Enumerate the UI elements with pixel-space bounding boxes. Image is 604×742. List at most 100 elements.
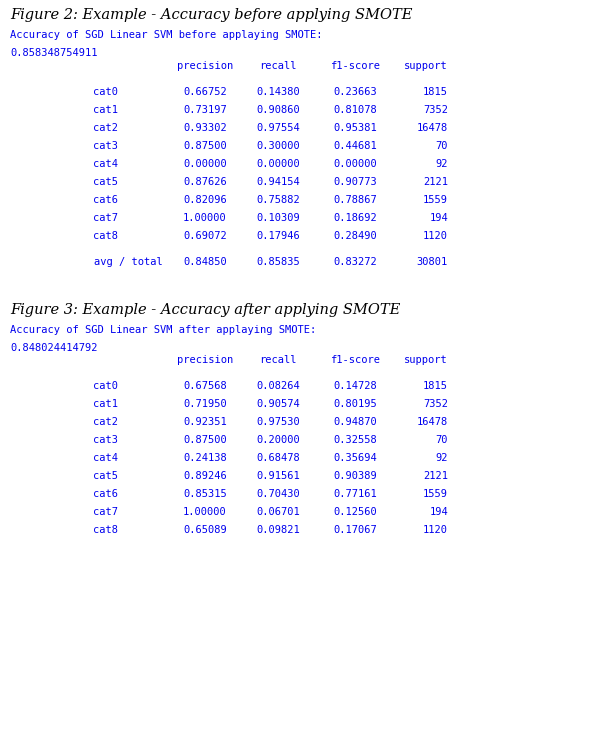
Text: 0.97554: 0.97554	[256, 122, 300, 133]
Text: 0.12560: 0.12560	[333, 508, 377, 517]
Text: 0.85315: 0.85315	[183, 489, 227, 499]
Text: 0.84850: 0.84850	[183, 257, 227, 266]
Text: 0.87500: 0.87500	[183, 140, 227, 151]
Text: 0.69072: 0.69072	[183, 231, 227, 240]
Text: 0.09821: 0.09821	[256, 525, 300, 535]
Text: Figure 3: Example - Accuracy after applying SMOTE: Figure 3: Example - Accuracy after apply…	[10, 303, 400, 317]
Text: 0.20000: 0.20000	[256, 436, 300, 445]
Text: 1120: 1120	[423, 525, 448, 535]
Text: 0.17067: 0.17067	[333, 525, 377, 535]
Text: 2121: 2121	[423, 471, 448, 482]
Text: 0.87626: 0.87626	[183, 177, 227, 186]
Text: 92: 92	[435, 159, 448, 168]
Text: 0.94154: 0.94154	[256, 177, 300, 186]
Text: precision: precision	[177, 61, 233, 70]
Text: Figure 2: Example - Accuracy before applying SMOTE: Figure 2: Example - Accuracy before appl…	[10, 8, 413, 22]
Text: cat4: cat4	[93, 453, 118, 463]
Text: 1559: 1559	[423, 489, 448, 499]
Text: 0.00000: 0.00000	[256, 159, 300, 168]
Text: 0.85835: 0.85835	[256, 257, 300, 266]
Text: 0.83272: 0.83272	[333, 257, 377, 266]
Text: 0.68478: 0.68478	[256, 453, 300, 463]
Text: 7352: 7352	[423, 105, 448, 114]
Text: 0.18692: 0.18692	[333, 213, 377, 223]
Text: 0.71950: 0.71950	[183, 399, 227, 409]
Text: 0.75882: 0.75882	[256, 194, 300, 205]
Text: 0.67568: 0.67568	[183, 381, 227, 391]
Text: 0.91561: 0.91561	[256, 471, 300, 482]
Text: 0.89246: 0.89246	[183, 471, 227, 482]
Text: cat3: cat3	[93, 140, 118, 151]
Text: 0.44681: 0.44681	[333, 140, 377, 151]
Text: 92: 92	[435, 453, 448, 463]
Text: 0.08264: 0.08264	[256, 381, 300, 391]
Text: 0.90574: 0.90574	[256, 399, 300, 409]
Text: cat8: cat8	[93, 525, 118, 535]
Text: cat2: cat2	[93, 122, 118, 133]
Text: cat5: cat5	[93, 471, 118, 482]
Text: 194: 194	[429, 213, 448, 223]
Text: 0.78867: 0.78867	[333, 194, 377, 205]
Text: 0.90773: 0.90773	[333, 177, 377, 186]
Text: 1.00000: 1.00000	[183, 508, 227, 517]
Text: 0.28490: 0.28490	[333, 231, 377, 240]
Text: avg / total: avg / total	[94, 257, 163, 266]
Text: 0.73197: 0.73197	[183, 105, 227, 114]
Text: f1-score: f1-score	[330, 355, 380, 365]
Text: 0.06701: 0.06701	[256, 508, 300, 517]
Text: cat0: cat0	[93, 87, 118, 96]
Text: recall: recall	[259, 355, 297, 365]
Text: 194: 194	[429, 508, 448, 517]
Text: cat1: cat1	[93, 399, 118, 409]
Text: 0.23663: 0.23663	[333, 87, 377, 96]
Text: 0.14380: 0.14380	[256, 87, 300, 96]
Text: 0.70430: 0.70430	[256, 489, 300, 499]
Text: 70: 70	[435, 140, 448, 151]
Text: Accuracy of SGD Linear SVM after applaying SMOTE:: Accuracy of SGD Linear SVM after applayi…	[10, 324, 316, 335]
Text: 0.92351: 0.92351	[183, 417, 227, 427]
Text: Accuracy of SGD Linear SVM before applaying SMOTE:: Accuracy of SGD Linear SVM before applay…	[10, 30, 323, 40]
Text: 1.00000: 1.00000	[183, 213, 227, 223]
Text: 1815: 1815	[423, 87, 448, 96]
Text: 0.00000: 0.00000	[183, 159, 227, 168]
Text: 70: 70	[435, 436, 448, 445]
Text: 0.81078: 0.81078	[333, 105, 377, 114]
Text: support: support	[404, 61, 448, 70]
Text: 0.17946: 0.17946	[256, 231, 300, 240]
Text: cat7: cat7	[93, 508, 118, 517]
Text: cat1: cat1	[93, 105, 118, 114]
Text: 7352: 7352	[423, 399, 448, 409]
Text: 0.65089: 0.65089	[183, 525, 227, 535]
Text: cat3: cat3	[93, 436, 118, 445]
Text: 0.66752: 0.66752	[183, 87, 227, 96]
Text: 0.77161: 0.77161	[333, 489, 377, 499]
Text: cat5: cat5	[93, 177, 118, 186]
Text: 16478: 16478	[417, 122, 448, 133]
Text: cat0: cat0	[93, 381, 118, 391]
Text: support: support	[404, 355, 448, 365]
Text: 1815: 1815	[423, 381, 448, 391]
Text: 0.858348754911: 0.858348754911	[10, 48, 97, 58]
Text: 0.93302: 0.93302	[183, 122, 227, 133]
Text: 0.80195: 0.80195	[333, 399, 377, 409]
Text: 0.82096: 0.82096	[183, 194, 227, 205]
Text: 0.94870: 0.94870	[333, 417, 377, 427]
Text: cat6: cat6	[93, 194, 118, 205]
Text: 16478: 16478	[417, 417, 448, 427]
Text: 0.90860: 0.90860	[256, 105, 300, 114]
Text: 0.87500: 0.87500	[183, 436, 227, 445]
Text: 2121: 2121	[423, 177, 448, 186]
Text: 0.90389: 0.90389	[333, 471, 377, 482]
Text: 30801: 30801	[417, 257, 448, 266]
Text: 1559: 1559	[423, 194, 448, 205]
Text: 0.95381: 0.95381	[333, 122, 377, 133]
Text: cat4: cat4	[93, 159, 118, 168]
Text: cat8: cat8	[93, 231, 118, 240]
Text: 0.10309: 0.10309	[256, 213, 300, 223]
Text: cat6: cat6	[93, 489, 118, 499]
Text: 0.30000: 0.30000	[256, 140, 300, 151]
Text: f1-score: f1-score	[330, 61, 380, 70]
Text: 0.97530: 0.97530	[256, 417, 300, 427]
Text: 0.14728: 0.14728	[333, 381, 377, 391]
Text: 0.32558: 0.32558	[333, 436, 377, 445]
